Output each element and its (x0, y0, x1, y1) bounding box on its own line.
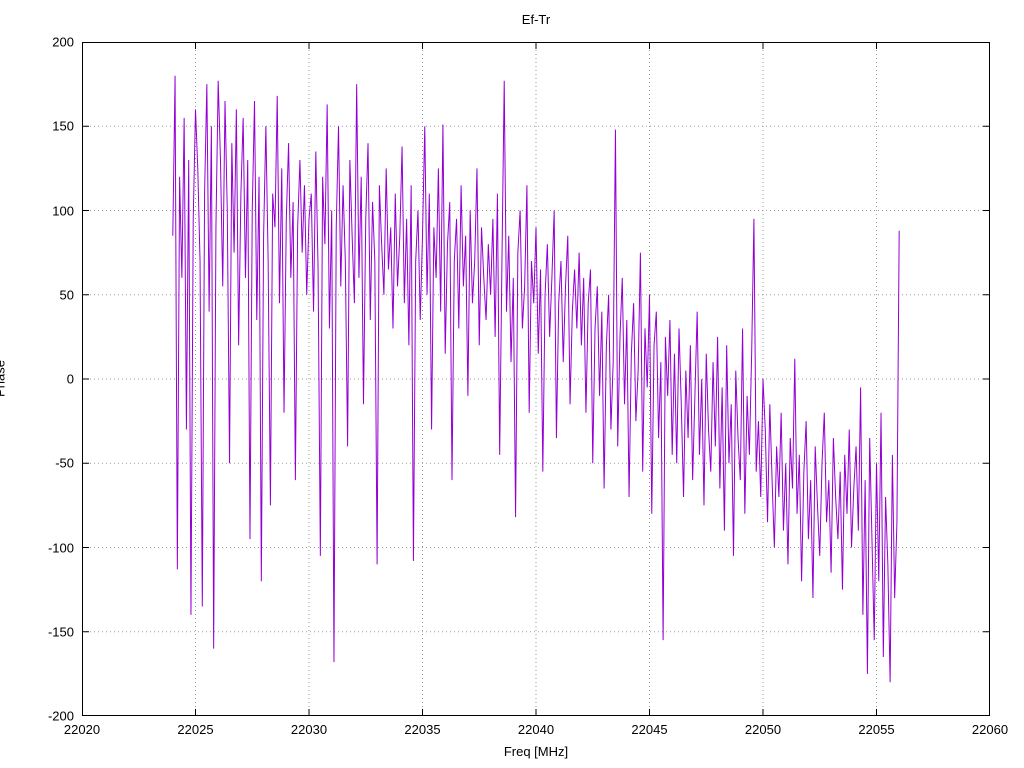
chart-title: Ef-Tr (521, 12, 551, 27)
x-tick-label: 22025 (177, 722, 214, 737)
y-tick-label: 200 (52, 34, 74, 50)
y-tick-label: 100 (52, 203, 74, 218)
y-tick-label: 150 (52, 118, 74, 134)
y-tick-label: -150 (47, 624, 74, 640)
x-tick-label: 22040 (517, 722, 555, 737)
x-tick-label: 22055 (858, 722, 895, 737)
x-tick-label: 22035 (404, 722, 441, 737)
x-tick-label: 22030 (290, 722, 328, 737)
series-line (172, 75, 900, 683)
chart-canvas (82, 42, 990, 716)
y-tick-label: -50 (55, 455, 74, 471)
y-tick-label: -200 (47, 708, 74, 724)
x-tick-label: 22060 (971, 722, 1009, 737)
plot-area (82, 42, 990, 716)
y-axis-label: Phase (0, 360, 8, 397)
x-tick-label: 22050 (744, 722, 782, 737)
x-tick-label: 22045 (631, 722, 668, 737)
y-tick-label: 0 (66, 371, 74, 387)
y-tick-label: 50 (59, 287, 74, 303)
x-axis-label: Freq [MHz] (503, 744, 569, 759)
x-tick-label: 22020 (63, 722, 101, 737)
y-tick-label: -100 (47, 540, 74, 555)
